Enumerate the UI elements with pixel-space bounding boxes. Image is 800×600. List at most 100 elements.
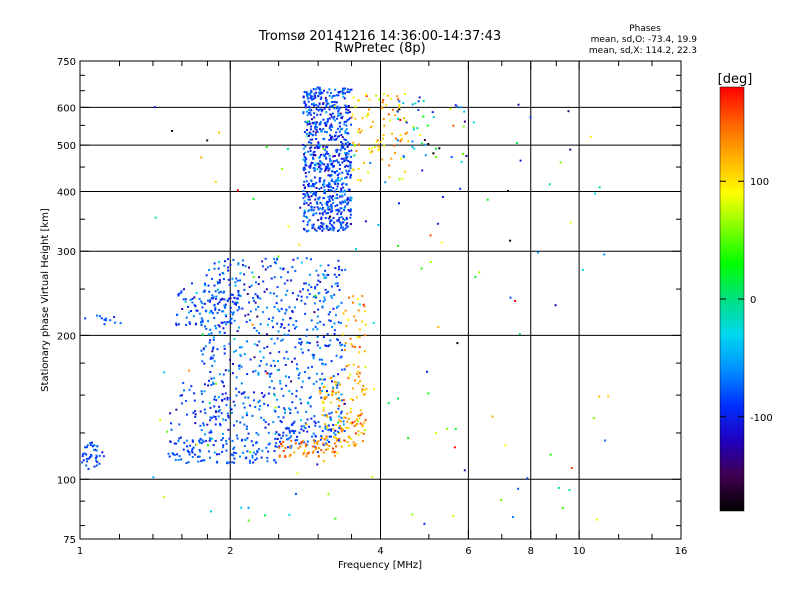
data-point bbox=[273, 393, 276, 396]
data-point bbox=[231, 277, 234, 280]
data-point bbox=[312, 212, 315, 215]
data-point bbox=[279, 380, 282, 382]
data-point bbox=[279, 382, 282, 385]
data-point bbox=[289, 317, 291, 320]
data-point bbox=[343, 439, 346, 442]
data-point bbox=[216, 280, 219, 283]
data-point bbox=[321, 430, 324, 433]
data-point bbox=[329, 113, 332, 116]
data-point bbox=[324, 153, 327, 155]
data-point bbox=[328, 88, 331, 91]
data-point bbox=[202, 459, 205, 462]
data-point bbox=[317, 141, 320, 144]
data-point bbox=[312, 102, 315, 105]
data-point bbox=[218, 301, 221, 304]
data-point bbox=[316, 146, 319, 149]
data-point bbox=[337, 182, 340, 185]
data-point bbox=[307, 183, 309, 186]
data-point bbox=[210, 332, 213, 335]
data-point bbox=[337, 219, 340, 221]
data-point bbox=[305, 282, 308, 285]
data-point bbox=[326, 102, 329, 105]
data-point bbox=[308, 182, 310, 185]
data-point bbox=[232, 451, 235, 454]
data-point bbox=[334, 437, 337, 439]
data-point bbox=[285, 384, 288, 387]
data-point bbox=[309, 153, 312, 156]
data-point bbox=[339, 149, 342, 152]
data-point bbox=[307, 221, 309, 224]
data-point bbox=[347, 208, 350, 211]
data-point bbox=[215, 382, 218, 385]
data-point bbox=[330, 180, 333, 183]
data-point bbox=[316, 443, 319, 446]
data-point bbox=[246, 437, 249, 440]
data-point bbox=[281, 445, 284, 448]
data-point bbox=[285, 427, 288, 430]
data-point bbox=[239, 279, 241, 282]
data-point bbox=[322, 128, 325, 130]
data-point bbox=[303, 131, 306, 133]
data-point bbox=[315, 104, 318, 106]
data-point bbox=[277, 330, 280, 333]
data-point bbox=[282, 450, 285, 452]
data-point bbox=[294, 346, 297, 349]
data-point bbox=[295, 395, 298, 398]
data-point bbox=[253, 391, 255, 394]
data-point bbox=[411, 513, 414, 516]
data-point bbox=[396, 117, 399, 120]
data-point bbox=[308, 342, 311, 345]
data-point bbox=[316, 197, 319, 200]
data-point bbox=[286, 438, 288, 441]
data-point bbox=[319, 167, 322, 170]
data-point bbox=[325, 184, 328, 187]
data-point bbox=[330, 429, 333, 432]
data-point bbox=[324, 124, 327, 127]
data-point bbox=[339, 341, 342, 344]
data-point bbox=[389, 97, 392, 100]
data-point bbox=[358, 346, 361, 349]
data-point bbox=[368, 98, 371, 101]
data-point bbox=[229, 319, 232, 322]
data-point bbox=[355, 396, 358, 399]
data-point bbox=[256, 344, 259, 347]
data-point bbox=[398, 100, 401, 103]
data-point bbox=[314, 434, 317, 437]
data-point bbox=[287, 225, 290, 228]
data-point bbox=[321, 208, 324, 211]
data-point bbox=[396, 139, 399, 142]
data-point bbox=[210, 384, 213, 386]
data-point bbox=[340, 410, 343, 413]
data-point bbox=[227, 416, 230, 419]
data-point bbox=[266, 460, 269, 463]
data-point bbox=[315, 131, 318, 134]
data-point bbox=[403, 93, 406, 95]
data-point bbox=[246, 340, 249, 343]
data-point bbox=[342, 93, 345, 96]
data-point bbox=[329, 211, 332, 213]
data-point bbox=[340, 157, 343, 160]
data-point bbox=[307, 195, 310, 198]
data-point bbox=[187, 305, 190, 308]
data-point bbox=[296, 439, 299, 442]
data-point bbox=[211, 350, 214, 353]
data-point bbox=[322, 323, 325, 326]
data-point bbox=[347, 188, 350, 191]
data-point bbox=[171, 129, 174, 132]
data-point bbox=[347, 417, 350, 420]
data-point bbox=[302, 193, 305, 196]
data-point bbox=[329, 219, 332, 221]
data-point bbox=[331, 394, 334, 397]
data-point bbox=[188, 444, 191, 447]
data-point bbox=[282, 318, 285, 321]
data-point bbox=[324, 363, 327, 366]
data-point bbox=[206, 423, 209, 426]
data-point bbox=[191, 297, 194, 300]
data-point bbox=[318, 425, 321, 428]
data-point bbox=[365, 387, 368, 390]
data-point bbox=[384, 181, 387, 184]
data-point bbox=[327, 228, 330, 231]
data-point bbox=[205, 309, 208, 312]
data-point bbox=[280, 323, 283, 325]
data-point bbox=[333, 329, 336, 332]
